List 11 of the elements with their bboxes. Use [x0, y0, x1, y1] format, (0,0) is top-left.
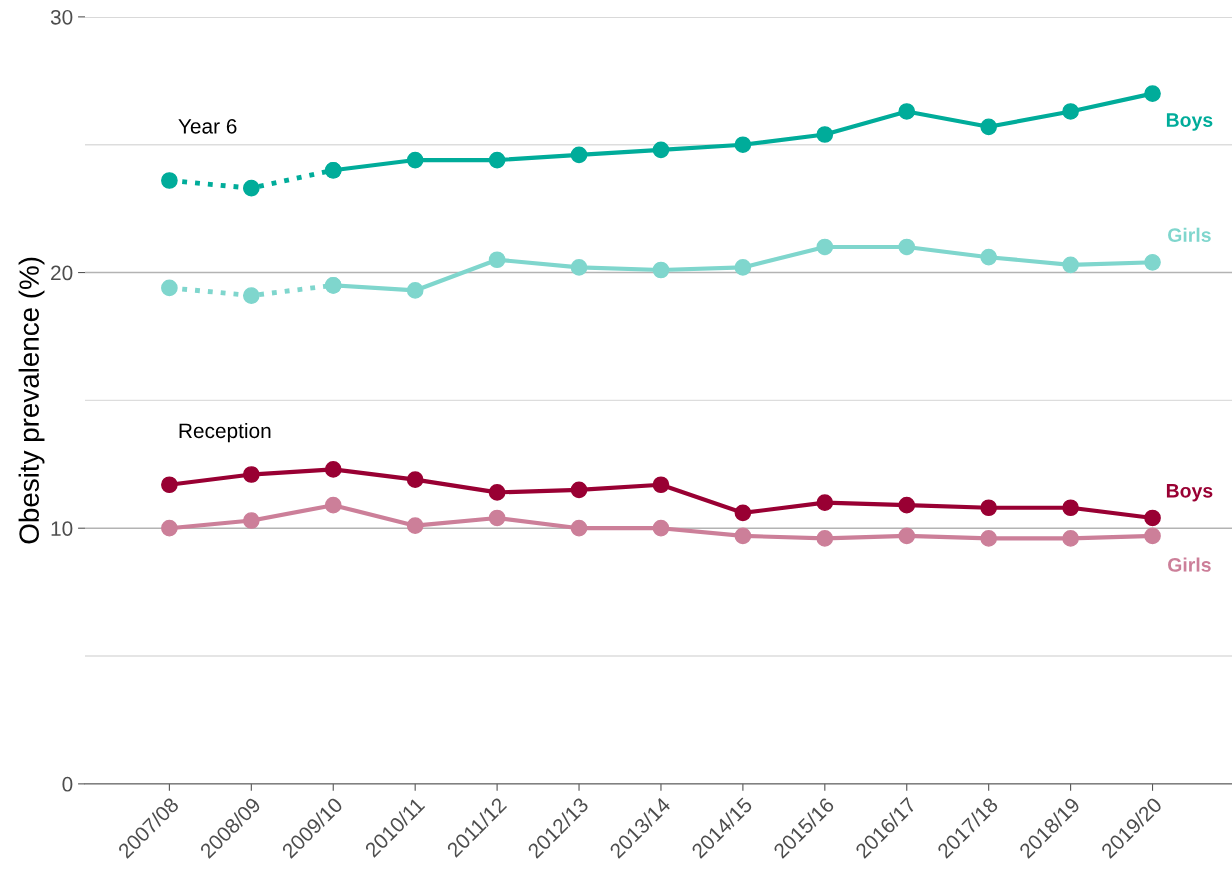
- series-label: Girls: [1168, 557, 1211, 572]
- annotation: Year 6: [178, 118, 237, 134]
- y-axis-title: Obesity prevalence (%): [18, 257, 45, 544]
- annotation: Reception: [179, 422, 271, 443]
- y-tick-label: 0: [62, 776, 73, 792]
- series-label: Boys: [1166, 484, 1213, 502]
- series-label: Girls: [1168, 227, 1211, 242]
- y-tick-label: 10: [51, 521, 73, 536]
- y-tick-label: 20: [51, 265, 73, 281]
- series-label: Boys: [1166, 113, 1213, 131]
- y-tick-label: 30: [50, 9, 73, 25]
